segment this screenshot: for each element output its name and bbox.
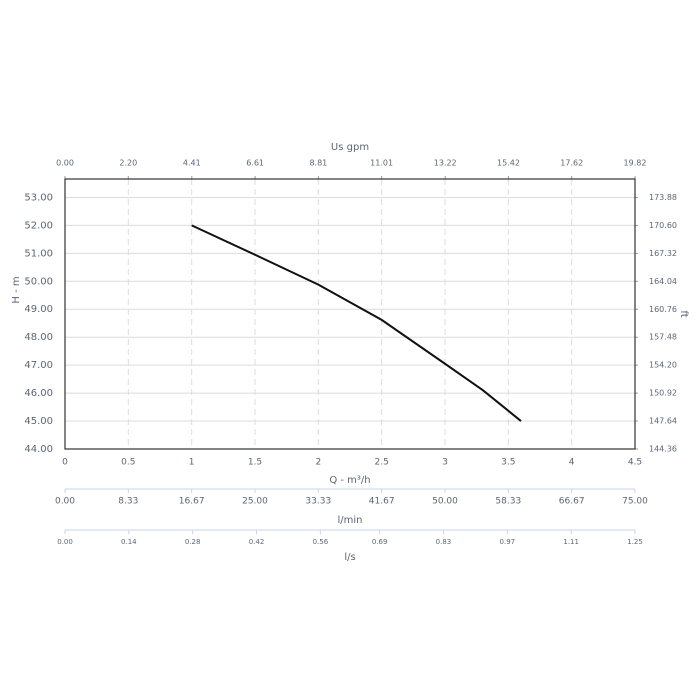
x-axis-title: Q - m³/h <box>329 475 370 486</box>
axis-tick-label: 0.83 <box>436 538 452 546</box>
y2-tick-label: 167.32 <box>649 249 677 258</box>
x-tick-label: 3.5 <box>501 458 515 468</box>
axis-tick-label: 33.33 <box>305 497 331 507</box>
y-tick-label: 44.00 <box>24 444 53 455</box>
top-tick-label: 17.62 <box>560 159 583 168</box>
top-tick-label: 11.01 <box>370 159 393 168</box>
axis-tick-label: 25.00 <box>242 497 268 507</box>
y-tick-label: 50.00 <box>24 276 53 287</box>
top-tick-label: 13.22 <box>434 159 457 168</box>
x-tick-label: 2.5 <box>375 458 389 468</box>
top-tick-label: 15.42 <box>497 159 520 168</box>
axis-tick-label: 8.33 <box>118 497 138 507</box>
y-axis-title: H - m <box>11 276 22 303</box>
x-tick-label: 4.5 <box>628 458 642 468</box>
axis-tick-label: 75.00 <box>622 497 648 507</box>
axis-title: l/min <box>337 515 362 526</box>
y-tick-label: 45.00 <box>24 416 53 427</box>
y2-axis-title: ft <box>678 310 689 317</box>
axis-tick-label: 0.69 <box>372 538 388 546</box>
axis-tick-label: 0.14 <box>121 538 137 546</box>
x-tick-label: 1.5 <box>248 458 262 468</box>
y-tick-label: 53.00 <box>24 192 53 203</box>
axis-tick-label: 1.25 <box>627 538 643 546</box>
y-tick-label: 47.00 <box>24 360 53 371</box>
y2-tick-label: 147.64 <box>649 417 677 426</box>
curve <box>191 224 522 422</box>
top-axis-title: Us gpm <box>331 142 369 153</box>
y-tick-label: 52.00 <box>24 220 53 231</box>
y2-tick-label: 144.36 <box>649 445 677 454</box>
y2-tick-label: 164.04 <box>649 277 677 286</box>
top-tick-label: 4.41 <box>183 159 201 168</box>
top-tick-label: 8.81 <box>309 159 327 168</box>
x-tick-label: 1 <box>189 458 195 468</box>
axis-tick-label: 41.67 <box>369 497 395 507</box>
x-tick-label: 0.5 <box>121 458 135 468</box>
y2-tick-label: 157.48 <box>649 333 677 342</box>
axis-tick-label: 16.67 <box>179 497 205 507</box>
axis-tick-label: 1.11 <box>563 538 579 546</box>
top-tick-label: 19.82 <box>624 159 647 168</box>
axis-tick-label: 0.28 <box>185 538 201 546</box>
axis-tick-label: 0.97 <box>500 538 516 546</box>
axis-tick-label: 0.00 <box>55 497 75 507</box>
axis-tick-label: 50.00 <box>432 497 458 507</box>
axis-tick-label: 0.42 <box>249 538 265 546</box>
x-tick-label: 2 <box>315 458 321 468</box>
plot-border <box>64 178 636 450</box>
y2-tick-label: 154.20 <box>649 361 677 370</box>
axis-tick-label: 58.33 <box>495 497 521 507</box>
top-tick-label: 6.61 <box>246 159 264 168</box>
x-tick-label: 4 <box>569 458 575 468</box>
top-tick-label: 2.20 <box>119 159 137 168</box>
y2-tick-label: 160.76 <box>649 305 677 314</box>
x-tick-label: 3 <box>442 458 448 468</box>
x-tick-label: 0 <box>62 458 68 468</box>
axis-tick-label: 0.00 <box>57 538 73 546</box>
y-tick-label: 49.00 <box>24 304 53 315</box>
top-tick-label: 0.00 <box>56 159 74 168</box>
y-tick-label: 51.00 <box>24 248 53 259</box>
y2-tick-label: 150.92 <box>649 389 677 398</box>
axis-tick-label: 66.67 <box>559 497 585 507</box>
y2-tick-label: 170.60 <box>649 221 677 230</box>
y2-tick-label: 173.88 <box>649 193 677 202</box>
y-tick-label: 46.00 <box>24 388 53 399</box>
y-tick-label: 48.00 <box>24 332 53 343</box>
axis-tick-label: 0.56 <box>313 538 329 546</box>
axis-title: l/s <box>344 552 355 563</box>
